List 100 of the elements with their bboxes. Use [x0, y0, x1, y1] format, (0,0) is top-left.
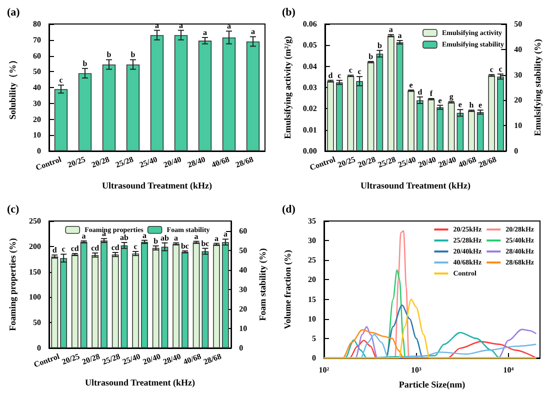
y-tick-label: 0.06 — [302, 20, 317, 28]
y2-tick-label: 40 — [239, 265, 248, 274]
data-label: a — [155, 20, 159, 30]
y-tick-label: 15 — [308, 294, 316, 304]
x-tick-label: 28/68 — [234, 154, 255, 170]
chart-title: (b) — [282, 6, 296, 18]
x-axis-title: Ultrasound Treatment (kHz) — [360, 180, 470, 190]
data-label: a — [142, 230, 147, 240]
data-label: a — [398, 31, 402, 40]
y-tick-label: 25 — [308, 256, 316, 265]
x-tick-label: 20/28 — [80, 352, 102, 366]
data-label: e — [438, 96, 442, 105]
data-label: a — [174, 233, 178, 242]
data-label: b — [377, 40, 382, 50]
y-tick-label: 250 — [29, 216, 41, 226]
x-tick-label: 10³ — [411, 366, 422, 374]
y2-tick-label: 10 — [239, 324, 248, 333]
x-tick-label: 25/28 — [101, 352, 122, 366]
x-tick-label: Control — [32, 352, 62, 370]
y-tick-label: 10 — [33, 130, 41, 140]
x-tick-label: 40/68 — [210, 154, 231, 170]
y2-axis-title: Foam stability (%) — [258, 248, 268, 321]
x-tick-label: 40/68 — [182, 352, 202, 366]
data-label: bc — [180, 241, 190, 250]
data-label: d — [52, 246, 58, 255]
chart-title: (c) — [7, 204, 20, 216]
data-label: h — [469, 100, 474, 110]
x-tick-label: 25/40 — [396, 154, 418, 170]
y-tick-label: 0.00 — [302, 146, 317, 156]
chart-title: (d) — [282, 204, 296, 216]
x-tick-label: 10² — [318, 366, 330, 374]
data-label: a — [388, 25, 393, 34]
y-tick-label: 0.01 — [302, 125, 317, 134]
y2-axis-title: Emulsifying stability (%) — [532, 38, 542, 136]
y-tick-label: 35 — [308, 216, 316, 226]
x-tick-label: 25/28 — [114, 154, 135, 170]
data-label: a — [214, 234, 219, 243]
y-tick-label: 100 — [29, 292, 41, 302]
y-axis-title: Foaming properties (%) — [8, 238, 18, 331]
data-label: b — [82, 58, 88, 68]
y-tick-label: 0 — [37, 146, 41, 156]
x-tick-label: 20/28 — [90, 154, 111, 170]
y-tick-label: 50 — [33, 67, 41, 76]
y-tick-label: 20 — [33, 114, 41, 124]
x-tick-label: 20/40 — [416, 154, 438, 170]
y-tick-label: 0 — [37, 344, 41, 352]
y-tick-label: 60 — [33, 51, 41, 60]
x-axis-title: Particle Size(nm) — [398, 380, 466, 390]
y-axis-title: Solubility（%） — [8, 55, 18, 120]
x-tick-label: 28/40 — [437, 154, 458, 170]
y2-tick-label: 10 — [514, 121, 522, 130]
data-label: c — [358, 67, 362, 76]
y2-tick-label: 0 — [514, 146, 518, 156]
data-label: c — [62, 244, 66, 254]
y-axis-title: Volume fraction (%) — [282, 250, 292, 330]
x-tick-label: 28/40 — [186, 154, 207, 170]
data-label: a — [179, 20, 183, 30]
y-tick-label: 5 — [312, 334, 316, 343]
data-label: e — [458, 100, 462, 110]
x-tick-label: 20/28 — [356, 154, 377, 170]
y-tick-label: 0.03 — [302, 83, 317, 92]
x-tick-label: 20/25 — [60, 352, 81, 366]
data-label: c — [498, 64, 503, 74]
x-tick-label: 25/40 — [138, 154, 159, 170]
data-label: cd — [111, 242, 120, 252]
y2-tick-label: 20 — [514, 96, 522, 105]
y2-tick-label: 30 — [514, 70, 522, 80]
y-tick-label: 70 — [33, 35, 41, 44]
data-label: a — [251, 27, 255, 36]
x-axis-title: Ultrasound Treatment (kHz) — [102, 180, 212, 190]
y-tick-label: 0.02 — [302, 104, 317, 114]
data-label: cd — [70, 244, 80, 254]
data-label: b — [106, 50, 112, 60]
y2-tick-label: 20 — [239, 304, 248, 314]
x-tick-label: 20/40 — [142, 352, 162, 366]
data-label: ab — [160, 233, 170, 242]
data-label: a — [227, 22, 231, 31]
data-label: a — [223, 230, 228, 239]
x-tick-label: 20/40 — [162, 154, 183, 170]
data-label: b — [130, 50, 136, 60]
y-tick-label: 30 — [308, 236, 316, 246]
data-label: g — [449, 92, 454, 102]
x-tick-label: 25/40 — [121, 352, 142, 366]
data-label: b — [154, 236, 159, 246]
y2-tick-label: 30 — [239, 284, 248, 294]
data-label: d — [328, 70, 334, 80]
y-axis-title: Emulsifying activity (m²/g) — [282, 36, 292, 139]
y-tick-label: 200 — [29, 242, 41, 251]
y2-tick-label: 40 — [514, 44, 522, 54]
data-label: a — [82, 231, 86, 240]
data-label: c — [490, 65, 494, 74]
y-tick-label: 0.05 — [302, 40, 317, 50]
x-tick-label: 28/40 — [162, 352, 182, 366]
data-label: f — [430, 89, 433, 98]
y2-tick-label: 0 — [239, 344, 244, 352]
data-label: d — [418, 87, 423, 96]
x-tick-label: 28/68 — [477, 154, 498, 170]
data-label: a — [203, 28, 207, 37]
data-label: c — [134, 242, 138, 251]
data-label: b — [368, 52, 374, 61]
